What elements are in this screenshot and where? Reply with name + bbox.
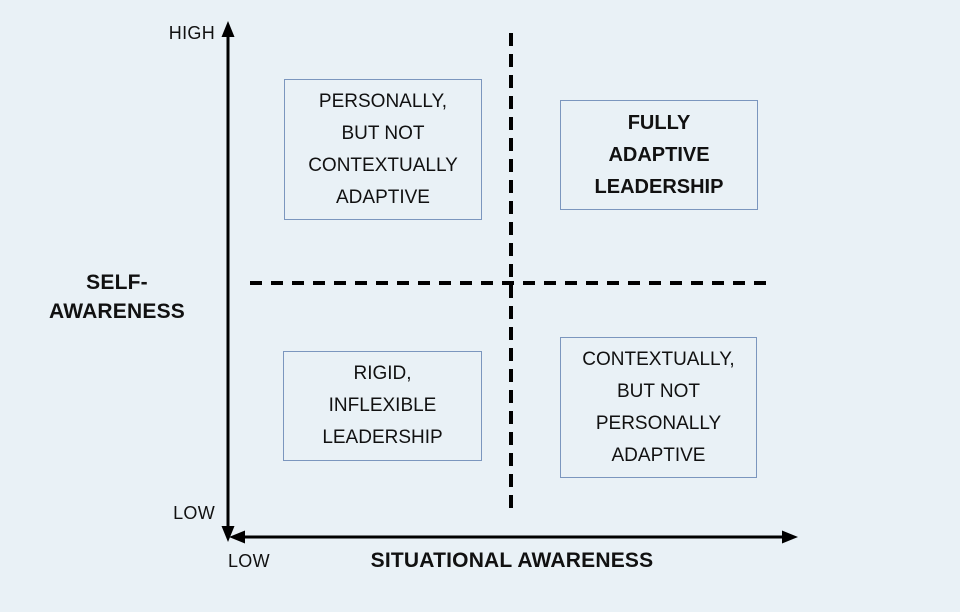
y-axis-low-label: LOW bbox=[173, 503, 215, 523]
quadrant-box-top-right: FULLY ADAPTIVE LEADERSHIP bbox=[560, 100, 758, 210]
x-axis-arrow-left-icon bbox=[229, 530, 245, 544]
x-axis-low-label: LOW bbox=[228, 551, 270, 571]
x-axis-arrow-right-icon bbox=[782, 530, 798, 544]
quadrant-box-top-left: PERSONALLY, BUT NOT CONTEXTUALLY ADAPTIV… bbox=[284, 79, 482, 220]
quadrant-box-bottom-left: RIGID, INFLEXIBLE LEADERSHIP bbox=[283, 351, 482, 461]
y-axis-arrow-down-icon bbox=[221, 526, 235, 542]
y-axis-high-label: HIGH bbox=[168, 23, 215, 43]
quadrant-box-bottom-right: CONTEXTUALLY, BUT NOT PERSONALLY ADAPTIV… bbox=[560, 337, 757, 478]
y-axis-arrow-up-icon bbox=[221, 21, 235, 37]
x-axis-title: SITUATIONAL AWARENESS bbox=[370, 549, 654, 572]
y-axis-title: SELF- AWARENESS bbox=[49, 271, 185, 323]
